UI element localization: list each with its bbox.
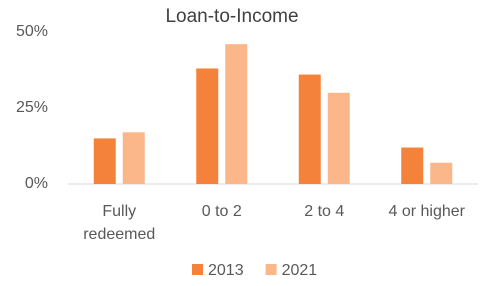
- x-tick-label: Fully redeemed: [83, 203, 155, 243]
- legend-label: 2013: [208, 262, 244, 279]
- bar: [298, 74, 321, 184]
- y-tick-label: 25%: [16, 99, 48, 116]
- legend-label: 2021: [282, 262, 318, 279]
- x-tick-label: 2 to 4: [304, 203, 344, 220]
- bar: [225, 44, 248, 184]
- bar: [122, 132, 145, 184]
- chart-title: Loan-to-Income: [165, 6, 298, 27]
- legend-swatch: [265, 264, 277, 275]
- x-tick-label: 4 or higher: [389, 203, 466, 220]
- bar: [430, 162, 453, 184]
- bar: [196, 68, 219, 184]
- bar: [327, 92, 350, 184]
- x-tick-label: 0 to 2: [202, 203, 242, 220]
- y-tick-label: 50%: [16, 23, 48, 40]
- bar: [93, 138, 116, 184]
- bar: [401, 147, 424, 184]
- y-tick-label: 0%: [25, 175, 48, 192]
- legend-swatch: [192, 264, 203, 275]
